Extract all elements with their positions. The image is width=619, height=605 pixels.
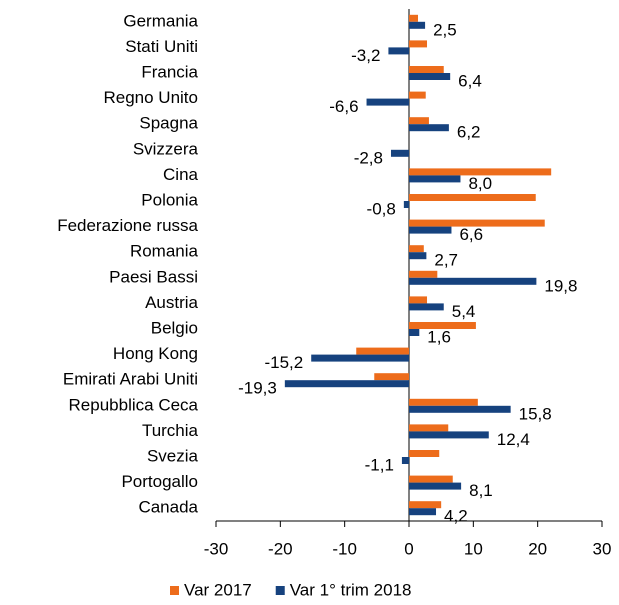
- bar: [409, 40, 428, 48]
- bar: [409, 194, 536, 201]
- legend-label: Var 1° trim 2018: [290, 580, 412, 599]
- bar: [409, 322, 476, 329]
- value-label: -0,8: [367, 199, 396, 218]
- value-label: -1,1: [365, 455, 394, 474]
- bar: [409, 424, 449, 432]
- x-tick-label: -20: [268, 539, 293, 558]
- x-tick-label: 10: [464, 539, 483, 558]
- value-label: -19,3: [238, 379, 277, 398]
- bar: [409, 501, 442, 509]
- value-label: 5,4: [452, 302, 476, 321]
- bar: [409, 303, 444, 311]
- value-label: 8,0: [468, 174, 492, 193]
- bar: [409, 508, 437, 516]
- bar: [409, 329, 420, 336]
- bar: [366, 98, 409, 106]
- bar: [390, 149, 409, 157]
- value-label: 6,4: [458, 71, 482, 90]
- bar: [284, 380, 409, 388]
- bar: [311, 354, 409, 362]
- category-label: Canada: [138, 498, 198, 517]
- category-label: Emirati Arabi Uniti: [63, 370, 198, 389]
- bar: [409, 21, 426, 29]
- x-tick-label: -30: [204, 539, 229, 558]
- value-label: 15,8: [519, 404, 552, 423]
- bar: [374, 373, 409, 381]
- legend-label: Var 2017: [184, 580, 252, 599]
- bar: [409, 124, 449, 132]
- value-label: -3,2: [351, 46, 380, 65]
- legend-swatch: [170, 586, 179, 595]
- bar: [409, 73, 451, 80]
- bar: [409, 91, 426, 99]
- bar: [409, 245, 424, 253]
- x-tick-label: 0: [404, 539, 413, 558]
- value-label: -2,8: [354, 148, 383, 167]
- bar: [409, 226, 452, 234]
- category-label: Federazione russa: [57, 216, 198, 235]
- category-label: Svezia: [147, 446, 199, 465]
- bar: [409, 117, 429, 125]
- value-label: 2,7: [434, 251, 458, 270]
- category-label: Portogallo: [121, 472, 198, 491]
- category-label: Turchia: [142, 421, 199, 440]
- category-label: Francia: [141, 62, 198, 81]
- value-label: -15,2: [264, 353, 303, 372]
- category-label: Belgio: [151, 318, 198, 337]
- category-label: Austria: [145, 293, 198, 312]
- category-label: Romania: [130, 242, 199, 261]
- category-label: Spagna: [139, 114, 198, 133]
- bar: [409, 277, 537, 285]
- x-tick-label: -10: [332, 539, 357, 558]
- value-label: 6,2: [457, 123, 481, 142]
- x-tick-label: 20: [528, 539, 547, 558]
- category-label: Repubblica Ceca: [69, 395, 199, 414]
- category-label: Polonia: [141, 190, 198, 209]
- bar: [409, 270, 438, 278]
- value-label: 4,2: [444, 507, 468, 526]
- category-label: Germania: [123, 11, 198, 30]
- value-label: 1,6: [427, 327, 451, 346]
- category-label: Hong Kong: [113, 344, 198, 363]
- bar: [409, 168, 552, 176]
- value-label: -6,6: [329, 97, 358, 116]
- category-label: Stati Uniti: [125, 37, 198, 56]
- category-label: Svizzera: [133, 139, 199, 158]
- bar: [409, 450, 440, 457]
- value-label: 2,5: [433, 20, 457, 39]
- bar: [409, 296, 428, 304]
- bar: [409, 219, 545, 227]
- bar: [356, 347, 409, 355]
- bar: [388, 47, 409, 55]
- value-label: 12,4: [497, 430, 530, 449]
- x-tick-label: 30: [593, 539, 612, 558]
- category-label: Paesi Bassi: [109, 267, 198, 286]
- bar: [401, 457, 409, 464]
- legend-swatch: [275, 586, 285, 595]
- category-label: Cina: [163, 165, 199, 184]
- value-label: 19,8: [544, 276, 577, 295]
- bar: [409, 405, 511, 413]
- bar: [409, 475, 453, 483]
- bar: [409, 14, 419, 22]
- bar: [409, 431, 489, 439]
- bar: [403, 201, 409, 208]
- bar: [409, 482, 462, 490]
- category-label: Regno Unito: [103, 88, 198, 107]
- bar: [409, 66, 444, 73]
- bar: [409, 175, 461, 183]
- bar: [409, 398, 478, 406]
- value-label: 6,6: [459, 225, 483, 244]
- bar: [409, 252, 427, 260]
- value-label: 8,1: [469, 481, 493, 500]
